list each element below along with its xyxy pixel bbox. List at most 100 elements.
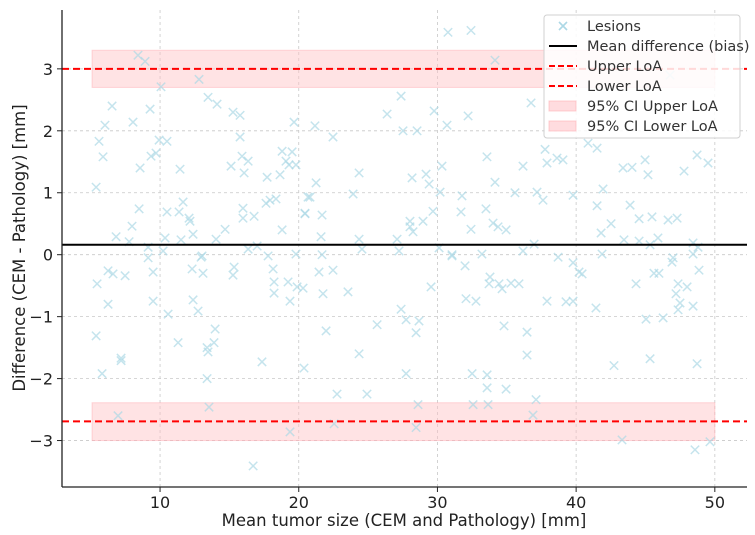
data-point xyxy=(617,435,627,445)
data-point xyxy=(265,195,275,205)
data-point xyxy=(357,244,367,254)
data-point xyxy=(672,213,682,223)
data-point xyxy=(196,252,206,262)
data-point xyxy=(271,194,281,204)
data-point xyxy=(212,99,222,109)
data-point xyxy=(198,268,208,279)
data-point xyxy=(692,150,702,160)
legend-item-ci-upper: 95% CI Upper LoA xyxy=(548,99,718,115)
x-axis-label: Mean tumor size (CEM and Pathology) [mm] xyxy=(222,511,587,530)
legend-item-upper-loa: Upper LoA xyxy=(549,59,662,75)
data-point xyxy=(401,315,411,325)
data-point xyxy=(239,168,249,178)
legend-label: Mean difference (bias) xyxy=(587,39,750,55)
data-point xyxy=(688,301,698,311)
data-point xyxy=(203,92,213,103)
data-point xyxy=(482,370,492,380)
data-point xyxy=(540,144,550,155)
data-point xyxy=(134,204,144,214)
data-point xyxy=(477,249,487,259)
data-point xyxy=(542,158,552,168)
data-point xyxy=(634,214,644,224)
y-tick-label: −2 xyxy=(29,370,53,389)
data-point xyxy=(92,279,102,289)
data-point xyxy=(187,264,197,274)
data-point xyxy=(316,231,326,242)
data-point xyxy=(148,267,158,277)
data-point xyxy=(162,136,172,147)
data-point xyxy=(673,305,683,315)
data-point xyxy=(447,249,457,260)
legend: Lesions Mean difference (bias) Upper LoA… xyxy=(543,14,750,139)
data-point xyxy=(210,324,220,334)
data-point xyxy=(91,331,101,341)
data-point xyxy=(412,126,422,136)
data-point xyxy=(103,266,113,276)
data-point xyxy=(111,231,121,242)
data-point xyxy=(300,208,310,218)
data-point xyxy=(673,279,683,289)
data-point xyxy=(481,204,491,214)
data-point xyxy=(162,207,172,217)
data-point xyxy=(263,251,273,261)
data-point xyxy=(299,363,309,373)
data-point xyxy=(243,244,253,254)
data-point xyxy=(252,241,262,251)
data-point xyxy=(606,218,616,229)
legend-label: 95% CI Lower LoA xyxy=(587,119,718,135)
scatter-points xyxy=(91,25,715,471)
data-point xyxy=(193,306,203,316)
data-point xyxy=(618,163,628,173)
data-point xyxy=(354,349,364,359)
data-point xyxy=(568,296,578,306)
data-point xyxy=(292,282,302,292)
data-point xyxy=(178,197,188,207)
x-marker-icon xyxy=(558,21,568,31)
data-point xyxy=(202,373,212,384)
data-point xyxy=(407,173,417,183)
data-point xyxy=(226,161,236,171)
data-point xyxy=(116,355,126,366)
data-point xyxy=(411,422,421,433)
data-point xyxy=(143,253,153,263)
data-point xyxy=(285,427,295,437)
data-point xyxy=(116,353,126,363)
data-point xyxy=(518,246,528,256)
data-point xyxy=(173,337,183,348)
data-point xyxy=(514,279,524,289)
data-point xyxy=(627,162,637,173)
data-point xyxy=(640,155,650,165)
data-point xyxy=(277,146,287,156)
data-point xyxy=(553,252,563,262)
data-point xyxy=(645,354,655,364)
data-point xyxy=(94,136,104,147)
data-point xyxy=(447,251,457,261)
data-point xyxy=(518,161,528,171)
data-point xyxy=(538,195,548,205)
data-point xyxy=(285,296,295,306)
data-point xyxy=(354,234,364,244)
data-point xyxy=(490,55,500,65)
data-point xyxy=(392,234,402,244)
data-point xyxy=(204,402,214,412)
data-point xyxy=(382,109,392,119)
data-point xyxy=(328,132,338,142)
data-point xyxy=(321,326,331,336)
data-point xyxy=(156,82,166,92)
y-tick-label: −1 xyxy=(29,308,53,327)
legend-label: Lower LoA xyxy=(587,79,662,95)
data-point xyxy=(675,298,685,308)
data-point xyxy=(568,258,578,268)
data-point xyxy=(291,249,301,259)
data-point xyxy=(609,360,619,371)
data-point xyxy=(220,224,230,235)
x-tick-label: 40 xyxy=(566,493,586,512)
data-point xyxy=(705,437,715,447)
data-point xyxy=(160,233,170,243)
data-point xyxy=(457,191,467,201)
data-point xyxy=(343,287,353,297)
legend-item-lesions: Lesions xyxy=(558,19,641,35)
data-point xyxy=(442,120,452,130)
data-point xyxy=(466,25,476,36)
axes xyxy=(57,10,747,492)
